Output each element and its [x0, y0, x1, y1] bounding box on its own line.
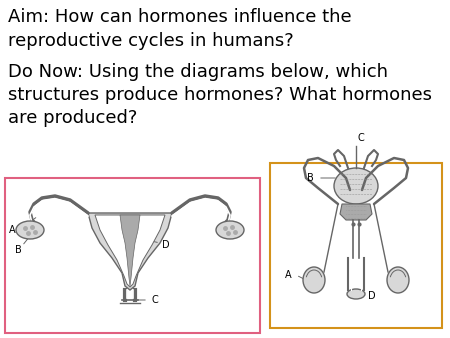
Text: structures produce hormones? What hormones: structures produce hormones? What hormon…: [8, 86, 432, 104]
Text: Do Now: Using the diagrams below, which: Do Now: Using the diagrams below, which: [8, 63, 388, 81]
Ellipse shape: [387, 267, 409, 293]
Ellipse shape: [16, 221, 44, 239]
Text: Aim: How can hormones influence the: Aim: How can hormones influence the: [8, 8, 351, 26]
Polygon shape: [340, 204, 372, 220]
Text: A: A: [285, 270, 292, 280]
Polygon shape: [95, 215, 165, 287]
Text: D: D: [162, 240, 170, 250]
Ellipse shape: [303, 267, 325, 293]
Bar: [5, 178, 260, 333]
Text: B: B: [14, 245, 22, 255]
Ellipse shape: [347, 289, 365, 299]
Text: reproductive cycles in humans?: reproductive cycles in humans?: [8, 32, 294, 50]
Text: C: C: [358, 133, 365, 143]
Text: are produced?: are produced?: [8, 109, 137, 127]
Text: B: B: [307, 173, 314, 183]
Bar: [270, 163, 442, 328]
Ellipse shape: [216, 221, 244, 239]
Polygon shape: [120, 215, 140, 286]
Ellipse shape: [334, 168, 378, 204]
Polygon shape: [88, 213, 172, 290]
Text: A: A: [9, 225, 15, 235]
Text: D: D: [368, 291, 376, 301]
Text: C: C: [152, 295, 159, 305]
